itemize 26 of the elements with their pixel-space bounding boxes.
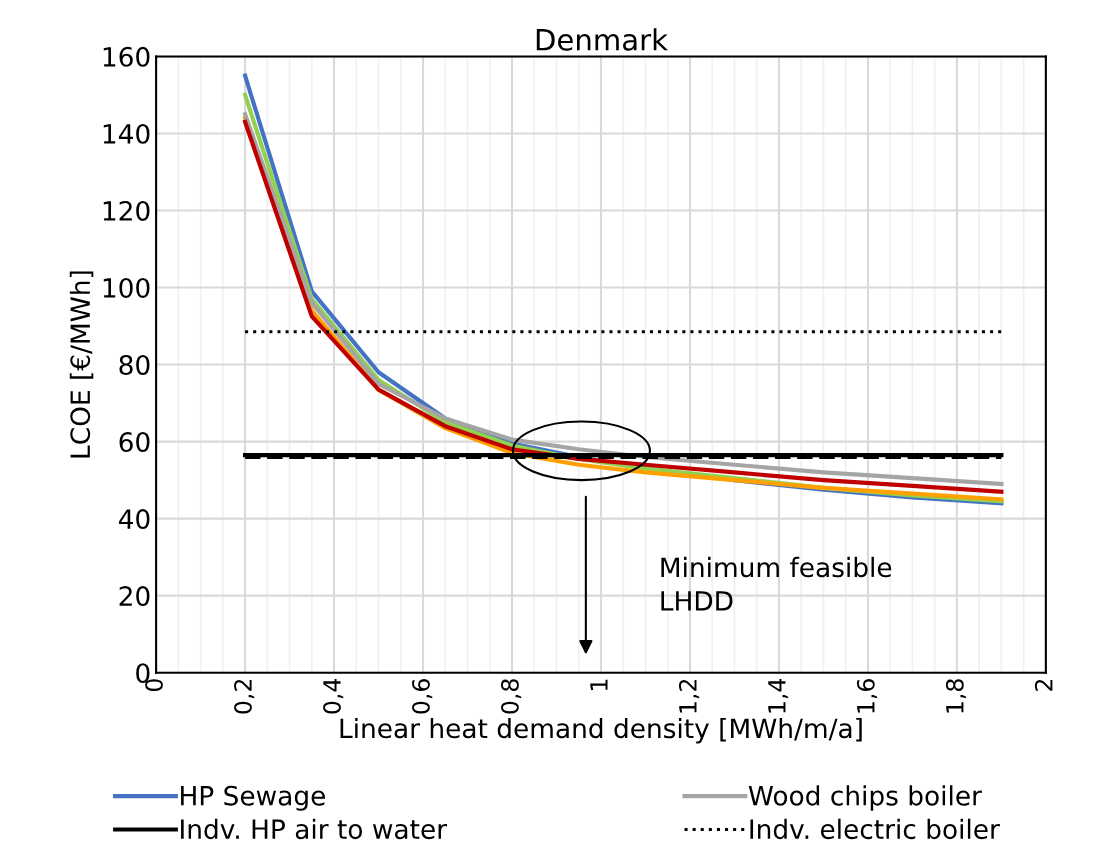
legend-label: Indv. electric boiler: [750, 818, 1000, 840]
y-tick-label: 160: [103, 46, 150, 67]
x-tick-label: 1,2: [678, 679, 700, 713]
y-tick-label: 20: [119, 586, 150, 607]
legend-label: HP Sewage: [181, 785, 325, 811]
x-tick-label: 1: [590, 679, 608, 690]
y-tick-label: 80: [119, 355, 150, 375]
x-tick-label: 1,6: [856, 679, 878, 713]
x-tick-label: 0,8: [501, 679, 522, 714]
y-axis-title: LCOE [€/MWh]: [69, 271, 94, 458]
y-tick-label: 140: [103, 123, 150, 144]
x-tick-label: 2: [1034, 679, 1053, 691]
legend-label: Wood chips boiler: [748, 785, 982, 811]
x-tick-label: 0,4: [323, 678, 344, 714]
y-tick-label: 100: [103, 277, 150, 298]
annotation: Minimum feasible LHDD: [661, 556, 892, 611]
x-tick-label: 1,8: [945, 679, 967, 713]
chart-title: Denmark: [536, 28, 668, 51]
y-tick-label: 120: [103, 200, 150, 221]
y-tick-label: 60: [119, 432, 150, 452]
x-tick-label: 0,6: [412, 679, 433, 714]
legend-label: Indv. HP air to water: [181, 818, 448, 840]
x-tick-label: 1,4: [768, 678, 789, 713]
x-axis-title: Linear heat demand density [MWh/m/a]: [340, 717, 862, 744]
x-tick-label: 0,2: [234, 679, 255, 714]
y-tick-label: 40: [118, 509, 150, 530]
